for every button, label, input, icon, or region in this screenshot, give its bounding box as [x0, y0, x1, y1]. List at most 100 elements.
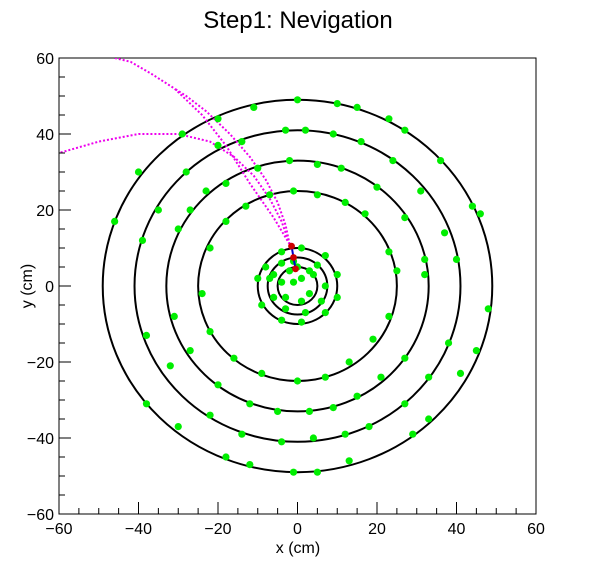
hit-point [178, 130, 186, 138]
hit-point [281, 126, 290, 134]
hit-point [278, 259, 286, 267]
detector-ring [101, 98, 494, 474]
hit-point [254, 164, 262, 172]
hit-point [238, 430, 246, 438]
hit-point [452, 255, 461, 263]
hit-points [111, 96, 492, 476]
hit-point [222, 179, 230, 187]
plot-frame [58, 57, 537, 515]
y-tick-label: 60 [36, 51, 54, 68]
hit-point [353, 392, 361, 400]
hit-point [281, 305, 290, 313]
hit-point [341, 198, 349, 206]
hit-point [345, 358, 353, 366]
hit-point [222, 453, 230, 461]
hit-point [425, 373, 433, 381]
hit-point [258, 301, 266, 309]
hit-point [401, 400, 409, 408]
hit-point [321, 309, 329, 317]
hit-point [154, 206, 162, 214]
hit-point [170, 312, 178, 320]
hit-point [476, 210, 484, 218]
hit-point [385, 312, 393, 320]
hit-point [313, 191, 321, 199]
hit-point [417, 187, 425, 195]
hit-point [174, 225, 182, 233]
track-line [59, 133, 291, 245]
hit-point [274, 407, 282, 415]
hit-point [293, 377, 302, 385]
hit-point [401, 214, 409, 222]
hit-point [289, 187, 298, 195]
hit-point [425, 415, 433, 423]
hit-point [365, 423, 373, 431]
hit-point [357, 138, 365, 146]
hit-point [297, 297, 306, 305]
hit-point [456, 369, 465, 377]
chart-title: Step1: Nevigation [203, 7, 392, 34]
x-tick-label: −20 [204, 521, 231, 538]
hit-point [186, 347, 194, 355]
hit-point [389, 157, 397, 165]
y-tick-label: −20 [27, 355, 54, 372]
hit-point [214, 381, 222, 389]
hit-point [313, 468, 321, 476]
hit-point [270, 293, 278, 301]
hit-point [278, 316, 286, 324]
hit-point [262, 263, 270, 271]
x-tick-label: −60 [45, 521, 72, 538]
hit-point [134, 168, 143, 176]
axis-ticks: −60 −40 −20 0 20 40 60 −60 −40 −20 0 20 40 60 [27, 51, 545, 538]
hit-point [266, 274, 274, 282]
hit-point [468, 202, 476, 210]
hit-point [345, 457, 353, 465]
hit-point [281, 293, 290, 301]
hit-point [313, 160, 321, 168]
vertex-marker [290, 254, 297, 261]
hit-point [278, 438, 286, 446]
track-line [114, 58, 291, 245]
hit-point [361, 210, 369, 218]
hit-point [484, 305, 492, 313]
hit-point [313, 261, 321, 269]
hit-point [353, 103, 361, 111]
hit-point [142, 400, 151, 408]
hit-point [266, 191, 274, 199]
hit-point [250, 103, 258, 111]
hit-point [230, 354, 238, 362]
hit-point [321, 282, 329, 290]
hit-point [401, 354, 409, 362]
y-axis-label: y (cm) [19, 264, 36, 308]
hit-point [297, 318, 306, 326]
hit-point [321, 373, 329, 381]
hit-point [305, 407, 314, 415]
hit-point [437, 157, 445, 165]
hit-point [333, 100, 341, 108]
detector-ring [133, 129, 462, 443]
hit-point [329, 404, 337, 412]
hit-point [301, 309, 310, 317]
vertex-marker [292, 265, 299, 273]
y-tick-label: −60 [27, 507, 54, 524]
detector-ring [165, 159, 430, 413]
hit-point [111, 217, 119, 225]
detector-rings [101, 98, 494, 474]
hit-point [401, 126, 409, 134]
hit-point [385, 248, 393, 256]
hit-point [377, 373, 385, 381]
y-tick-label: 40 [36, 127, 54, 144]
hit-point [202, 187, 210, 195]
hit-point [214, 141, 222, 149]
hit-point [472, 347, 480, 355]
hit-point [421, 255, 429, 263]
x-tick-label: 20 [368, 521, 386, 538]
hit-point [385, 115, 393, 123]
hit-point [333, 293, 341, 301]
hit-point [440, 229, 449, 237]
detector-ring [256, 247, 339, 325]
hit-point [301, 126, 310, 134]
hit-point [214, 115, 222, 123]
hit-point [309, 434, 317, 442]
hit-point [293, 96, 302, 104]
